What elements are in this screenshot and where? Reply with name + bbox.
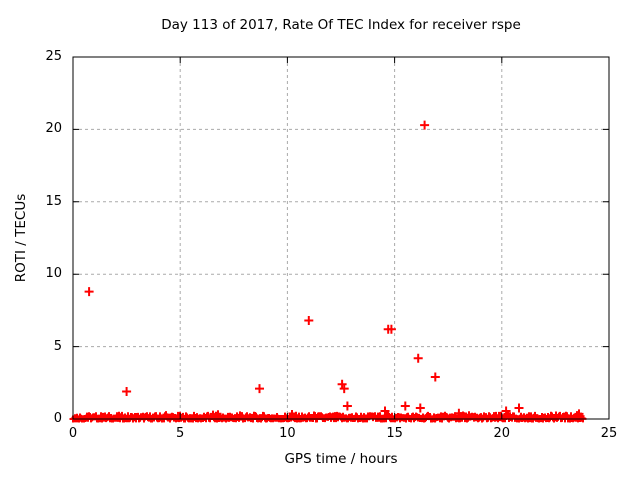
data-point: [304, 316, 314, 325]
y-tick-label: 15: [45, 193, 62, 209]
data-point: [514, 403, 524, 413]
data-point: [380, 406, 390, 416]
y-tick-label: 5: [53, 338, 62, 354]
plot-border: [72, 56, 610, 420]
data-point: [255, 384, 264, 394]
x-tick-label: 15: [386, 426, 403, 441]
data-point: [420, 120, 430, 130]
chart-title: Day 113 of 2017, Rate Of TEC Index for r…: [161, 17, 521, 33]
x-tick-label: 0: [68, 426, 78, 441]
data-point: [339, 384, 349, 394]
data-point: [400, 401, 410, 411]
x-tick-label: 25: [600, 426, 618, 441]
y-tick-label: 20: [45, 121, 62, 137]
data-point: [415, 403, 425, 413]
y-tick-label: 10: [45, 266, 62, 282]
data-point: [454, 408, 464, 418]
x-tick-label: 20: [493, 426, 511, 441]
data-point: [84, 287, 94, 297]
data-point: [342, 401, 352, 411]
x-axis-label: GPS time / hours: [284, 451, 398, 467]
data-point: [122, 387, 132, 396]
axis-tick-marks: [72, 56, 610, 420]
data-point: [337, 379, 347, 389]
y-tick-label: 0: [53, 411, 62, 426]
data-point: [386, 324, 396, 334]
data-point: [430, 372, 440, 382]
data-point: [574, 409, 584, 419]
x-tick-label: 10: [279, 426, 296, 441]
x-tick-label: 5: [176, 426, 185, 441]
data-point: [501, 406, 511, 416]
data-point: [413, 353, 423, 363]
y-tick-label: 25: [45, 49, 62, 64]
